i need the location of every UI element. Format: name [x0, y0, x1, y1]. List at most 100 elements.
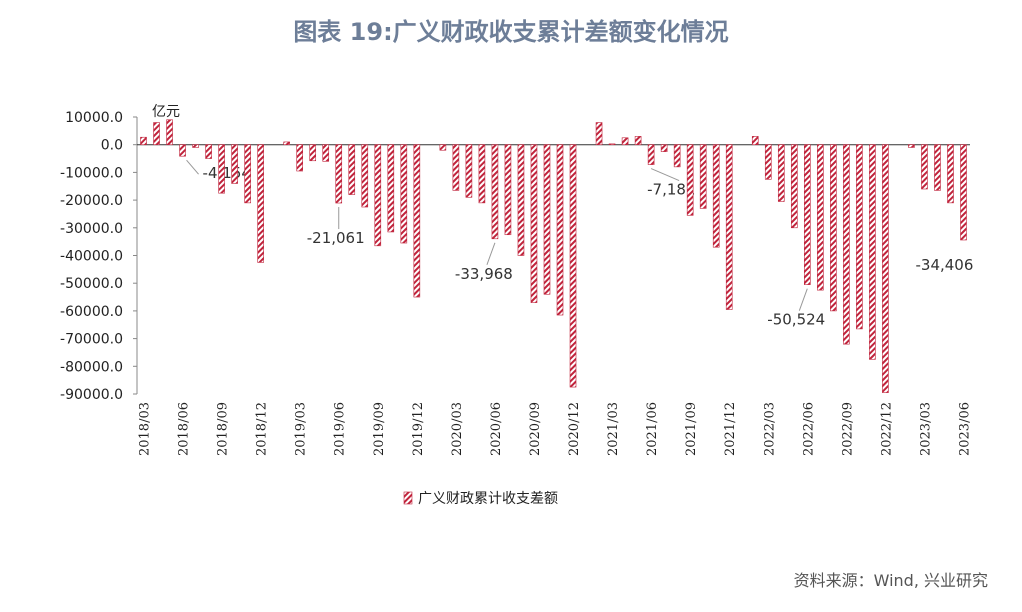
y-tick-label: -20000.0	[60, 193, 123, 209]
bar	[699, 144, 707, 209]
bar	[960, 144, 967, 241]
bar	[257, 144, 264, 263]
bar	[491, 144, 499, 240]
bar	[231, 144, 238, 184]
bar	[790, 144, 798, 229]
bar	[218, 144, 225, 194]
bar	[621, 137, 629, 145]
value-label: -4,154	[203, 164, 251, 182]
bar	[556, 144, 564, 316]
bar	[244, 144, 251, 204]
bar	[400, 144, 408, 244]
x-tick-label: 2019/03	[294, 402, 309, 456]
bar	[504, 144, 512, 236]
bar	[882, 144, 889, 393]
bar	[686, 144, 694, 216]
source: 资料来源：Wind, 兴业研究	[794, 571, 988, 590]
y-tick-label: -90000.0	[60, 387, 123, 403]
y-tick-label: -80000.0	[60, 359, 123, 375]
bar	[530, 144, 538, 303]
bar	[751, 136, 759, 145]
y-tick-label: -60000.0	[60, 304, 123, 320]
bar	[634, 136, 642, 145]
bar	[309, 144, 317, 162]
bar	[843, 144, 850, 345]
x-tick-label: 2019/12	[411, 402, 426, 456]
bar	[322, 144, 330, 162]
y-tick-label: 0.0	[101, 138, 123, 154]
bar	[856, 144, 863, 330]
x-tick-label: 2019/09	[372, 402, 387, 456]
x-tick-label: 2021/12	[723, 402, 738, 456]
leader	[798, 288, 808, 311]
bar	[387, 144, 395, 233]
bar	[569, 144, 577, 388]
bar	[764, 144, 772, 180]
legend-swatch	[403, 491, 413, 505]
bar	[712, 144, 720, 248]
x-tick-label: 2020/12	[567, 402, 582, 456]
x-tick-label: 2018/09	[216, 402, 231, 456]
x-tick-label: 2022/06	[801, 402, 816, 456]
value-label: -33,968	[455, 265, 513, 283]
bar	[673, 144, 681, 168]
bar	[725, 144, 733, 310]
bar	[595, 122, 603, 146]
bar	[543, 144, 551, 295]
x-tick-label: 2018/06	[177, 402, 192, 456]
bar	[335, 144, 343, 204]
bar	[179, 144, 186, 157]
bar	[478, 144, 486, 204]
bar	[413, 144, 421, 298]
y-tick-label: -70000.0	[60, 332, 123, 348]
bar	[296, 144, 303, 172]
chart-title: 图表 19:广义财政收支累计差额变化情况	[293, 18, 728, 46]
bar	[374, 144, 382, 247]
x-tick-label: 2019/06	[333, 402, 348, 456]
bar	[647, 144, 655, 165]
x-tick-label: 2022/03	[762, 402, 777, 456]
x-tick-label: 2020/03	[450, 402, 465, 456]
bar	[517, 144, 525, 256]
y-tick-label: -10000.0	[60, 165, 123, 181]
x-tick-label: 2020/09	[528, 402, 543, 456]
x-tick-label: 2018/03	[138, 402, 153, 456]
y-tick-label: 10000.0	[65, 110, 123, 126]
x-tick-label: 2021/06	[645, 402, 660, 456]
value-label: -50,524	[767, 311, 825, 329]
x-tick-label: 2022/12	[879, 402, 894, 456]
bar	[361, 144, 369, 208]
bar	[205, 144, 212, 159]
bar	[921, 144, 928, 190]
y-tick-label: -30000.0	[60, 221, 123, 237]
bar	[439, 144, 447, 151]
bar	[830, 144, 837, 312]
bar	[348, 144, 356, 195]
x-tick-label: 2022/09	[840, 402, 855, 456]
x-tick-label: 2023/06	[957, 402, 972, 456]
value-label: -34,406	[915, 256, 973, 274]
y-tick-label: -40000.0	[60, 249, 123, 265]
bar	[869, 144, 876, 360]
x-tick-label: 2021/09	[684, 402, 699, 456]
bar	[817, 144, 824, 291]
bar	[660, 144, 668, 152]
bar	[934, 144, 941, 191]
bar	[192, 144, 199, 148]
bar	[283, 141, 290, 145]
bar	[777, 144, 785, 202]
value-label: -21,061	[307, 229, 365, 247]
bar	[153, 122, 160, 146]
y-unit: 亿元	[152, 104, 180, 120]
y-tick-label: -50000.0	[60, 276, 123, 292]
bar	[804, 144, 811, 285]
x-tick-label: 2023/03	[918, 402, 933, 456]
legend-label: 广义财政累计收支差额	[418, 491, 558, 507]
leader	[650, 168, 680, 182]
x-tick-label: 2020/06	[489, 402, 504, 456]
x-tick-label: 2021/03	[606, 402, 621, 456]
bar	[947, 144, 954, 204]
bar	[452, 144, 460, 191]
x-tick-label: 2018/12	[255, 402, 270, 456]
